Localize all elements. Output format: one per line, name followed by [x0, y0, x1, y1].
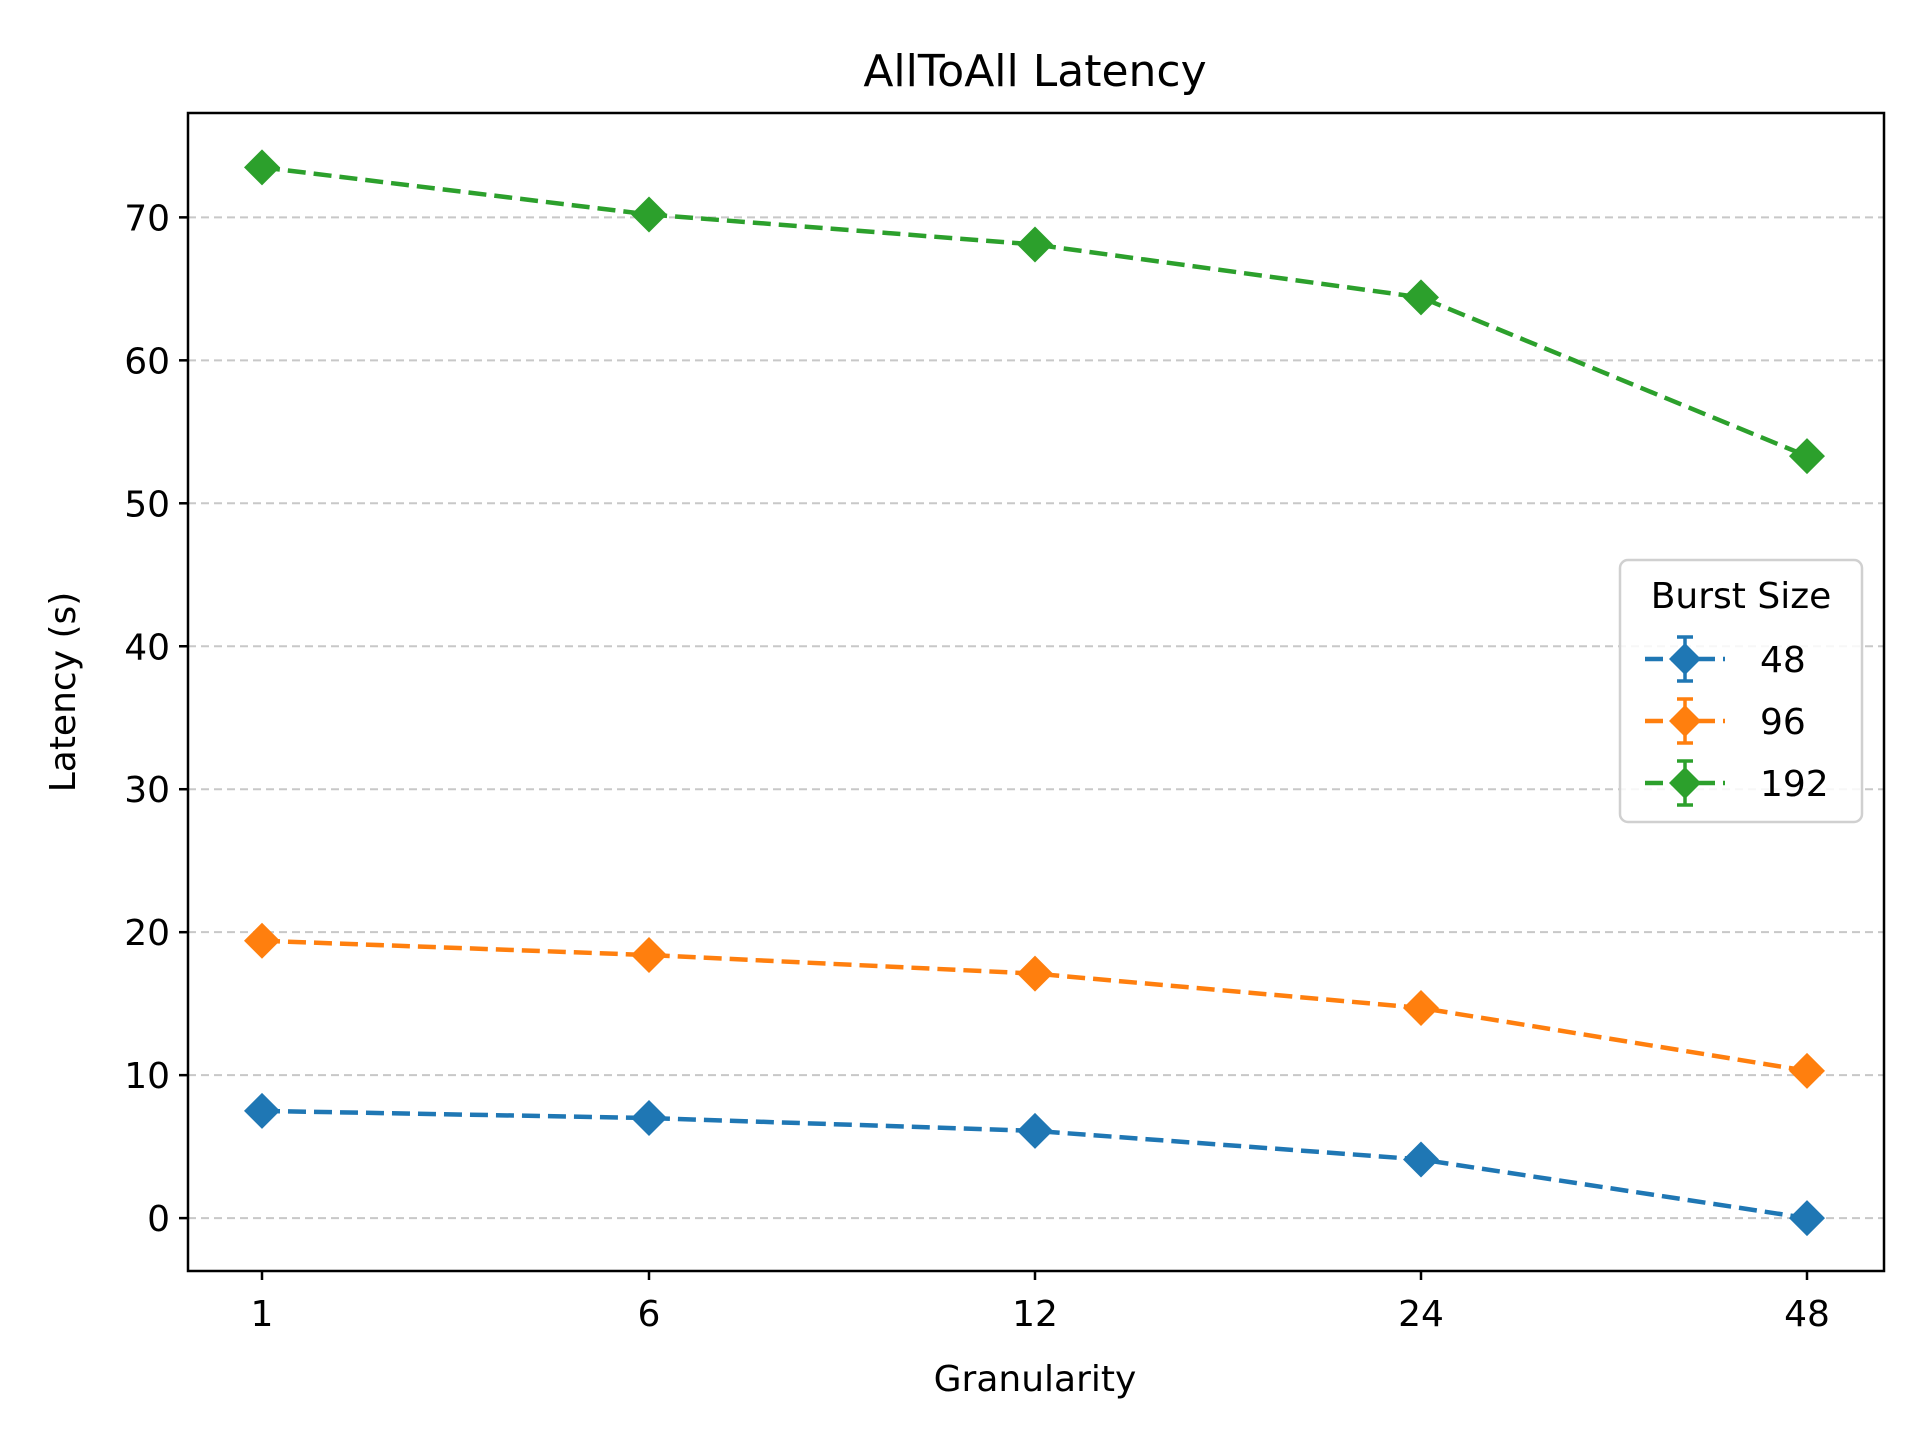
point-96-24 — [1403, 989, 1439, 1026]
series-96 — [244, 922, 1825, 1089]
legend-marker-96 — [1669, 705, 1701, 737]
point-192-24 — [1403, 279, 1439, 316]
x-tick-label-1: 1 — [251, 1294, 274, 1335]
legend-marker-48 — [1669, 643, 1701, 675]
y-tick-label-60: 60 — [124, 341, 170, 382]
point-48-6 — [631, 1100, 667, 1137]
series-line-96 — [261, 938, 1808, 1074]
x-tick-label-12: 12 — [1012, 1294, 1058, 1335]
point-48-1 — [244, 1092, 280, 1129]
legend-entry-192: 192 — [1645, 759, 1829, 807]
legend-entry-48: 48 — [1645, 635, 1806, 683]
series-48 — [244, 1092, 1825, 1237]
x-axis-label: Granularity — [934, 1359, 1137, 1400]
legend-entries: 48 96 192 — [1645, 635, 1829, 807]
legend-entry-96: 96 — [1645, 697, 1806, 745]
point-96-48 — [1789, 1052, 1825, 1089]
y-axis-label: Latency (s) — [43, 592, 84, 793]
y-tick-label-10: 10 — [124, 1056, 170, 1097]
legend-box — [1618, 558, 1864, 824]
point-48-48 — [1789, 1200, 1825, 1237]
legend-label-96: 96 — [1760, 702, 1806, 743]
series-192 — [244, 149, 1825, 475]
y-tick-label-50: 50 — [124, 484, 170, 525]
y-tick-label-40: 40 — [124, 627, 170, 668]
y-tick-label-20: 20 — [124, 913, 170, 954]
point-192-1 — [244, 149, 280, 186]
legend-label-192: 192 — [1760, 764, 1829, 805]
axes: 0 10 20 30 40 50 60 70 1 6 12 24 48 — [124, 198, 1830, 1335]
y-tick-label-30: 30 — [124, 770, 170, 811]
point-48-24 — [1403, 1141, 1439, 1178]
y-tick-label-70: 70 — [124, 198, 170, 239]
x-tick-label-48: 48 — [1784, 1294, 1830, 1335]
legend: Burst Size 48 96 192 — [1618, 558, 1864, 824]
grid-lines — [188, 216, 1884, 1220]
legend-title: Burst Size — [1651, 576, 1832, 617]
point-96-12 — [1017, 955, 1053, 992]
point-96-1 — [244, 922, 280, 959]
legend-marker-192 — [1669, 767, 1701, 799]
x-tick-label-6: 6 — [638, 1294, 661, 1335]
series-line-48 — [261, 1108, 1808, 1221]
x-tick-label-24: 24 — [1398, 1294, 1444, 1335]
point-192-12 — [1017, 226, 1053, 263]
y-tick-label-0: 0 — [147, 1199, 170, 1240]
point-192-6 — [631, 196, 667, 233]
series-layer — [244, 149, 1825, 1237]
chart-title: AllToAll Latency — [863, 46, 1206, 97]
point-48-12 — [1017, 1112, 1053, 1149]
point-192-48 — [1789, 438, 1825, 475]
legend-label-48: 48 — [1760, 640, 1806, 681]
point-96-6 — [631, 937, 667, 974]
series-line-192 — [261, 165, 1808, 459]
